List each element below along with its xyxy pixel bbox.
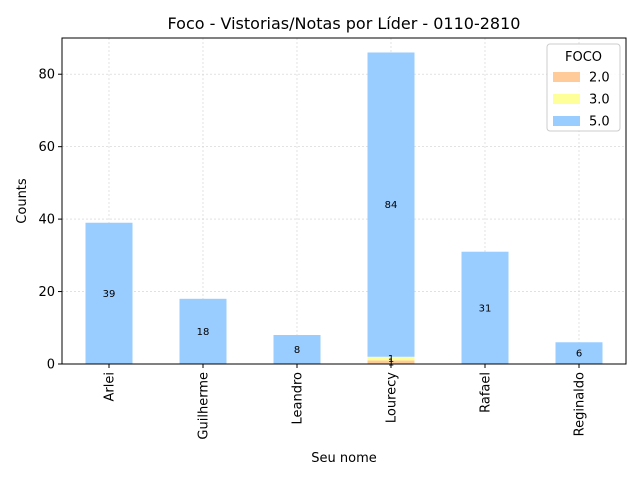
y-tick-label: 60 xyxy=(38,140,55,155)
legend-title: FOCO xyxy=(565,50,602,65)
legend-box xyxy=(546,43,621,132)
bar-reginaldo-5-0 xyxy=(555,342,603,364)
bar-guilherme-5-0 xyxy=(179,298,227,364)
data-label-leandro-5-0: 8 xyxy=(294,345,300,356)
data-label-rafael-5-0: 31 xyxy=(479,303,492,314)
bar-lourecy-2-0 xyxy=(367,360,415,364)
y-axis-label: Counts xyxy=(15,178,30,224)
x-tick-label-reginaldo: Reginaldo xyxy=(573,372,588,436)
data-labels-group: 39 18 8 11 84 31 6 xyxy=(103,200,583,369)
data-label-arlei-5-0: 39 xyxy=(103,289,116,300)
legend-label-2-0: 2.0 xyxy=(589,71,610,86)
bar-rafael-5-0 xyxy=(461,251,509,364)
x-axis-ticks: Arlei Guilherme Leandro Lourecy Rafael Regina… xyxy=(103,364,588,440)
x-axis-label: Seu nome xyxy=(311,451,376,466)
data-label-lourecy-5-0: 84 xyxy=(385,200,398,211)
legend-swatch-3-0 xyxy=(553,94,580,104)
y-tick-label: 0 xyxy=(47,358,55,373)
plot-frame xyxy=(61,37,627,365)
data-label-guilherme-5-0: 18 xyxy=(197,327,210,338)
grid-lines xyxy=(62,38,626,365)
legend-swatch-2-0 xyxy=(553,72,580,82)
x-tick-label-leandro: Leandro xyxy=(291,372,306,425)
x-tick-label-rafael: Rafael xyxy=(479,372,494,413)
legend-label-5-0: 5.0 xyxy=(589,115,610,130)
bar-leandro-5-0 xyxy=(273,335,321,364)
legend-label-3-0: 3.0 xyxy=(589,93,610,108)
data-label-lourecy-3-0: 1 xyxy=(388,354,394,365)
y-tick-label: 80 xyxy=(38,68,55,83)
bar-lourecy-5-0 xyxy=(367,52,415,357)
y-axis-ticks: 0 20 40 60 80 xyxy=(38,68,62,373)
y-tick-label: 40 xyxy=(38,213,55,228)
x-tick-label-arlei: Arlei xyxy=(103,372,118,401)
bar-lourecy-3-0 xyxy=(367,356,415,361)
x-tick-label-guilherme: Guilherme xyxy=(197,372,212,440)
bar-arlei-5-0 xyxy=(85,222,133,364)
bars-group xyxy=(85,52,603,364)
data-label-reginaldo-5-0: 6 xyxy=(576,349,582,360)
legend-swatch-5-0 xyxy=(553,116,580,126)
y-tick-label: 20 xyxy=(38,285,55,300)
x-tick-label-lourecy: Lourecy xyxy=(385,372,400,423)
data-label-lourecy-2-0: 1 xyxy=(388,358,394,369)
chart-title: Foco - Vistorias/Notas por Líder - 0110-… xyxy=(168,14,521,33)
legend: FOCO 2.0 3.0 5.0 xyxy=(546,43,621,132)
